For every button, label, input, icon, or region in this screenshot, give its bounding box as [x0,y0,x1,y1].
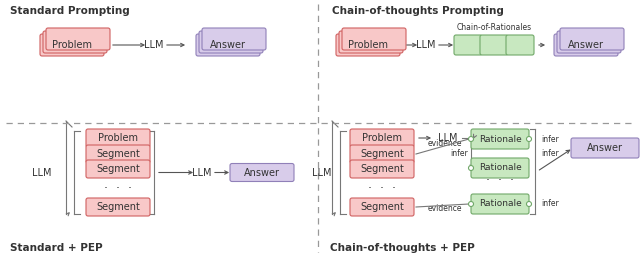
Text: Answer: Answer [244,167,280,177]
Circle shape [527,136,531,142]
Text: Segment: Segment [360,202,404,212]
FancyBboxPatch shape [454,35,482,55]
FancyBboxPatch shape [46,28,110,50]
Text: Answer: Answer [210,40,246,50]
Text: LLM: LLM [312,167,332,177]
FancyBboxPatch shape [506,35,534,55]
Text: evidence: evidence [428,204,461,213]
Text: Segment: Segment [96,202,140,212]
Text: Answer: Answer [568,40,604,50]
FancyBboxPatch shape [471,158,529,178]
FancyBboxPatch shape [350,198,414,216]
FancyBboxPatch shape [480,35,508,55]
Text: Standard + PEP: Standard + PEP [10,243,102,253]
FancyBboxPatch shape [40,34,104,56]
Text: infer: infer [450,149,468,158]
Text: Problem: Problem [98,133,138,143]
Circle shape [527,201,531,207]
FancyBboxPatch shape [350,160,414,178]
FancyBboxPatch shape [557,31,621,53]
FancyBboxPatch shape [471,194,529,214]
FancyBboxPatch shape [43,31,107,53]
Text: LLM: LLM [438,133,458,143]
FancyBboxPatch shape [350,129,414,147]
Text: infer: infer [541,149,559,158]
FancyBboxPatch shape [571,138,639,158]
Text: Chain-of-thoughts + PEP: Chain-of-thoughts + PEP [330,243,475,253]
Text: Rationale: Rationale [479,164,522,173]
Text: LLM: LLM [32,167,52,177]
Circle shape [468,136,474,142]
FancyBboxPatch shape [86,129,150,147]
Text: LLM: LLM [144,40,164,50]
FancyBboxPatch shape [554,34,618,56]
Text: ·  ·  ·: · · · [104,183,132,196]
Text: LLM: LLM [192,167,212,177]
Text: Segment: Segment [360,164,404,174]
FancyBboxPatch shape [202,28,266,50]
FancyBboxPatch shape [471,129,529,149]
FancyBboxPatch shape [86,198,150,216]
Text: ·  ·  ·: · · · [368,183,396,196]
Circle shape [468,201,474,207]
Text: Chain-of-Rationales: Chain-of-Rationales [456,24,532,33]
Text: Segment: Segment [96,164,140,174]
Text: Rationale: Rationale [479,134,522,144]
Circle shape [468,165,474,170]
FancyBboxPatch shape [342,28,406,50]
FancyBboxPatch shape [230,164,294,182]
Text: infer: infer [541,134,559,144]
Text: Standard Prompting: Standard Prompting [10,6,130,16]
Text: infer: infer [541,199,559,208]
FancyBboxPatch shape [86,145,150,163]
Text: Chain-of-thoughts Prompting: Chain-of-thoughts Prompting [332,6,504,16]
Text: LLM: LLM [416,40,436,50]
FancyBboxPatch shape [199,31,263,53]
Text: Problem: Problem [362,133,402,143]
Text: evidence: evidence [428,140,461,148]
Text: ·  ·  ·: · · · [486,175,514,187]
Text: Segment: Segment [360,149,404,159]
FancyBboxPatch shape [86,160,150,178]
FancyBboxPatch shape [560,28,624,50]
Text: Segment: Segment [96,149,140,159]
Text: Rationale: Rationale [479,199,522,208]
FancyBboxPatch shape [196,34,260,56]
Text: Answer: Answer [587,143,623,153]
FancyBboxPatch shape [336,34,400,56]
Text: Problem: Problem [52,40,92,50]
Text: Problem: Problem [348,40,388,50]
FancyBboxPatch shape [350,145,414,163]
FancyBboxPatch shape [339,31,403,53]
